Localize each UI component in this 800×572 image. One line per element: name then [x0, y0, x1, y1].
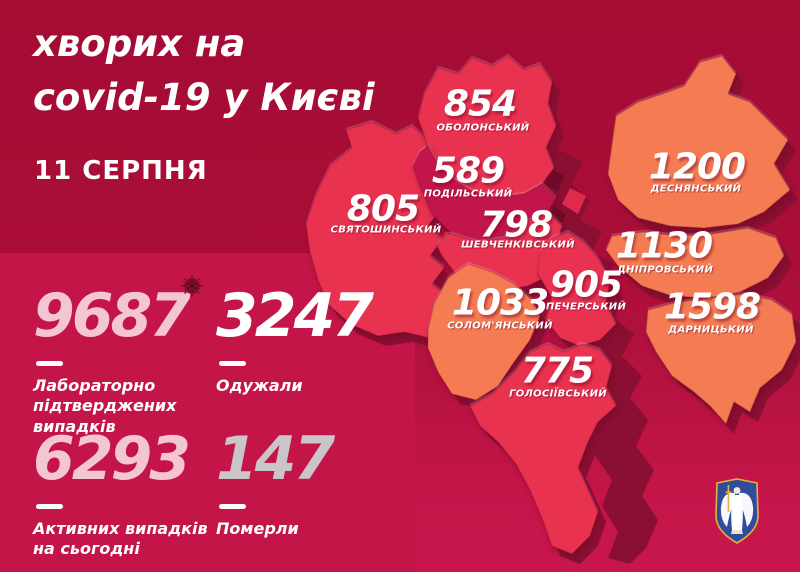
river-island-red: [562, 188, 586, 214]
stat-divider: [36, 361, 63, 366]
district-shape-darnytskyi: [645, 293, 797, 425]
stat-active: 6293 Активних випадків на сьогодні: [33, 428, 223, 560]
stat-divider: [36, 504, 63, 509]
stat-divider: [219, 361, 246, 366]
stat-deaths-label: Померли: [216, 519, 299, 538]
stat-divider: [219, 504, 246, 509]
stat-deaths: 147 Померли: [216, 428, 406, 539]
river-island: [546, 168, 564, 192]
virus-icon: [181, 275, 203, 297]
stat-confirmed-value: 9687: [33, 281, 191, 351]
stat-recovered-label: Одужали: [216, 376, 303, 395]
stat-active-value: 6293: [33, 424, 191, 494]
stat-confirmed: 9687 Лабораторно підтверджених випадків: [33, 285, 223, 437]
stat-confirmed-label: Лабораторно підтверджених випадків: [33, 376, 177, 436]
stat-recovered: 3247 Одужали: [216, 285, 406, 396]
kyiv-coat-of-arms: [715, 478, 759, 544]
page-title-line1: хворих на: [33, 22, 246, 65]
stat-active-label: Активних випадків на сьогодні: [33, 519, 208, 559]
district-shape-pecherskyi: [537, 231, 617, 347]
district-shape-desnianskyi: [607, 55, 791, 229]
date-label: 11 СЕРПНЯ: [34, 156, 208, 186]
stat-deaths-value: 147: [216, 424, 335, 494]
page-title-line2: covid-19 у Києві: [33, 76, 375, 119]
stat-recovered-value: 3247: [216, 281, 374, 351]
